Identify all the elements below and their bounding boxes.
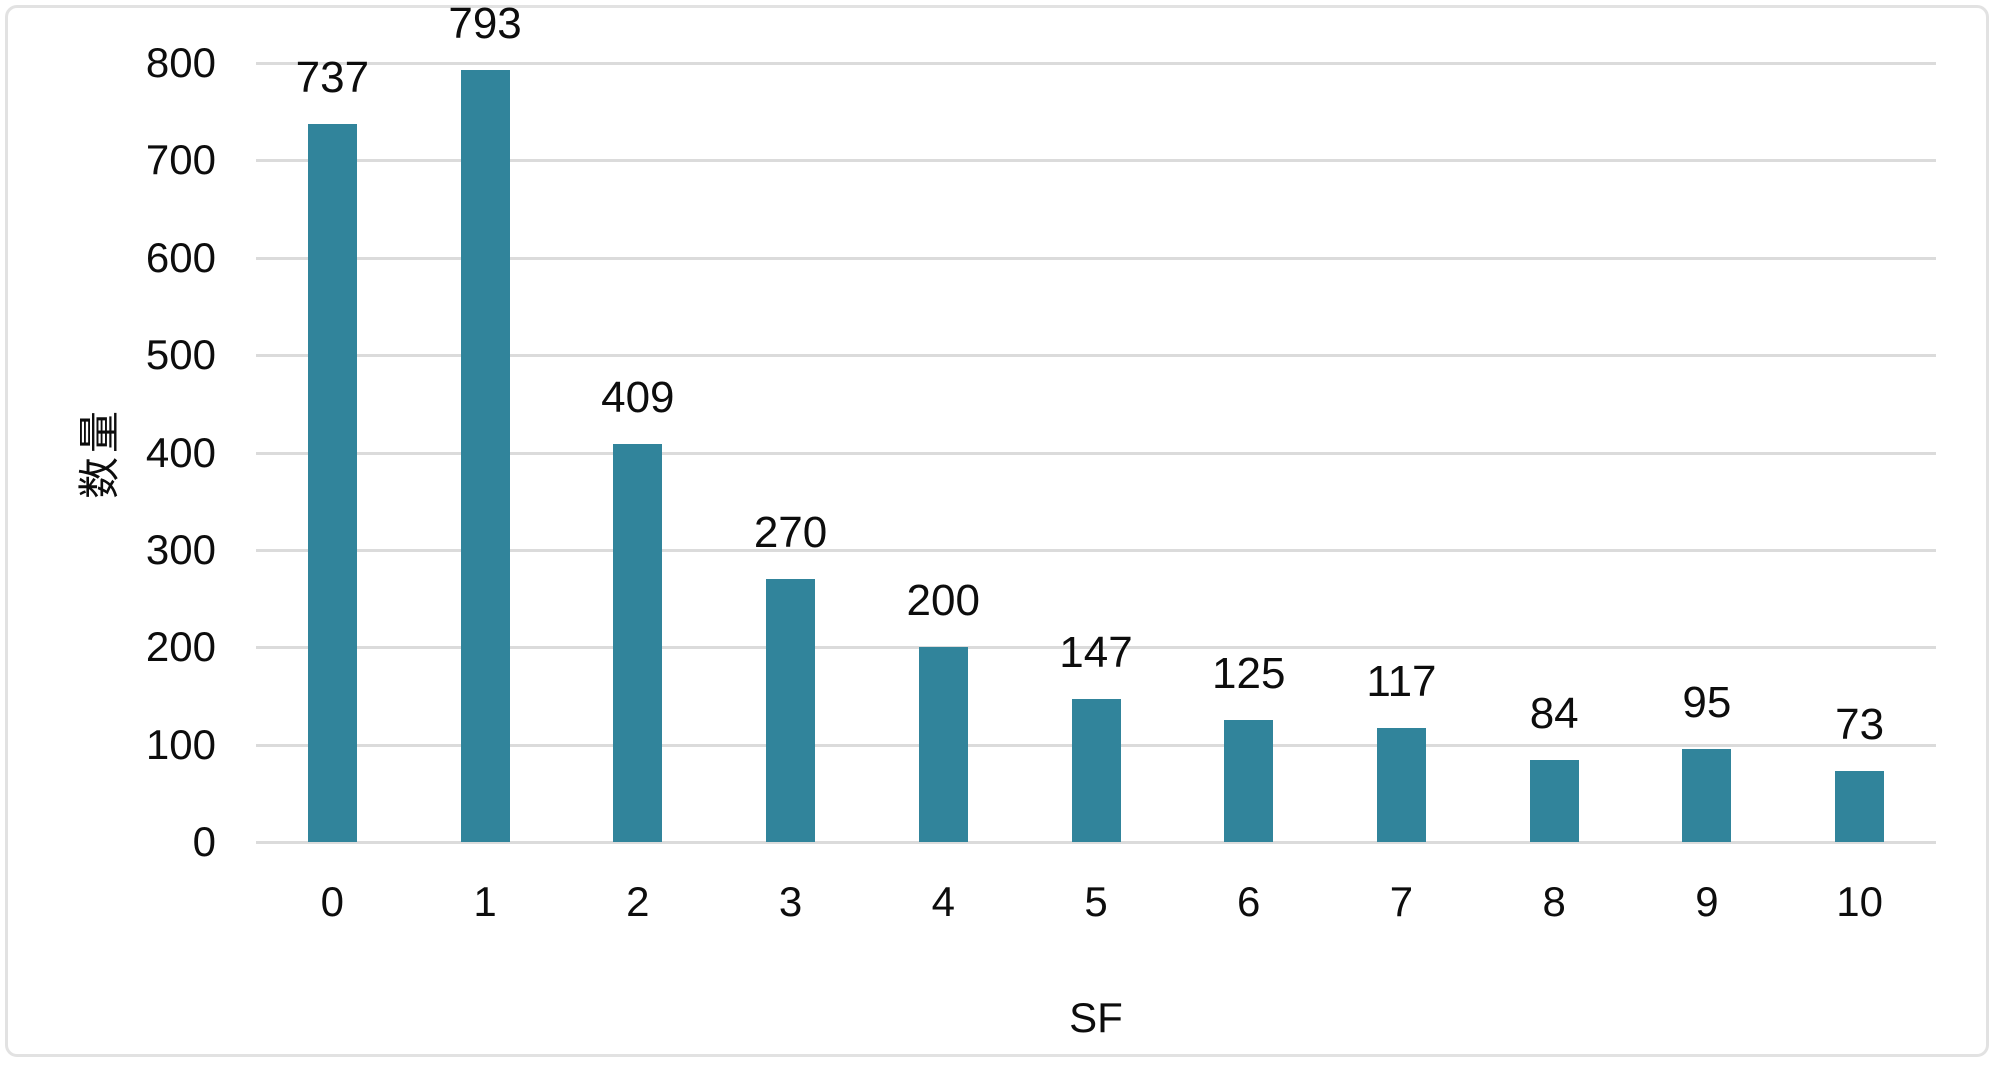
bar xyxy=(1529,760,1579,842)
gridline xyxy=(256,451,1936,455)
y-tick-label: 200 xyxy=(145,623,216,671)
y-tick-label: 100 xyxy=(145,720,216,768)
gridline xyxy=(256,159,1936,163)
bar xyxy=(1376,728,1426,842)
gridline xyxy=(256,354,1936,358)
bar xyxy=(1071,698,1121,842)
x-tick-label: 9 xyxy=(1695,878,1719,925)
x-tick-label: 5 xyxy=(1084,878,1108,925)
bar-data-label: 200 xyxy=(906,576,980,626)
y-tick-label: 500 xyxy=(145,331,216,379)
chart-border xyxy=(5,5,1989,1057)
gridline xyxy=(256,62,1936,65)
gridline xyxy=(256,548,1936,552)
y-tick-label: 800 xyxy=(145,39,216,86)
bar xyxy=(766,579,816,842)
y-tick-label: 400 xyxy=(145,428,216,476)
x-tick-label: 6 xyxy=(1237,878,1261,925)
gridline xyxy=(256,256,1936,260)
x-tick-label: 8 xyxy=(1542,878,1566,925)
bar xyxy=(918,647,968,842)
y-tick-label: 700 xyxy=(145,136,216,184)
x-tick-label: 4 xyxy=(931,878,955,925)
bar xyxy=(1682,749,1732,842)
bar-data-label: 147 xyxy=(1059,627,1133,677)
bar xyxy=(1835,770,1885,842)
x-tick-label: 10 xyxy=(1836,878,1883,925)
bar-data-label: 737 xyxy=(295,53,370,103)
bar-data-label: 793 xyxy=(448,0,522,48)
bar xyxy=(460,69,510,842)
bar xyxy=(307,124,357,842)
bar xyxy=(613,443,663,842)
bar-data-label: 125 xyxy=(1212,649,1286,699)
x-tick-label: 7 xyxy=(1389,878,1414,925)
x-tick-label: 1 xyxy=(473,878,497,925)
bar-data-label: 270 xyxy=(753,508,828,558)
x-axis-title: SF xyxy=(1069,994,1123,1041)
bar-data-label: 84 xyxy=(1529,689,1579,739)
gridline xyxy=(256,841,1936,844)
bar-data-label: 95 xyxy=(1682,678,1732,728)
x-tick-label: 2 xyxy=(626,878,650,925)
y-tick-label: 600 xyxy=(145,233,216,281)
bar-data-label: 409 xyxy=(601,372,675,422)
bar xyxy=(1224,720,1274,842)
y-tick-label: 300 xyxy=(145,525,216,573)
x-tick-label: 3 xyxy=(778,878,803,925)
gridline xyxy=(256,646,1936,650)
y-axis-title: 数量 xyxy=(76,407,123,500)
bar-data-label: 117 xyxy=(1366,657,1437,707)
bar-data-label: 73 xyxy=(1835,699,1885,749)
x-tick-label: 0 xyxy=(320,878,345,925)
y-tick-label: 0 xyxy=(192,818,216,865)
